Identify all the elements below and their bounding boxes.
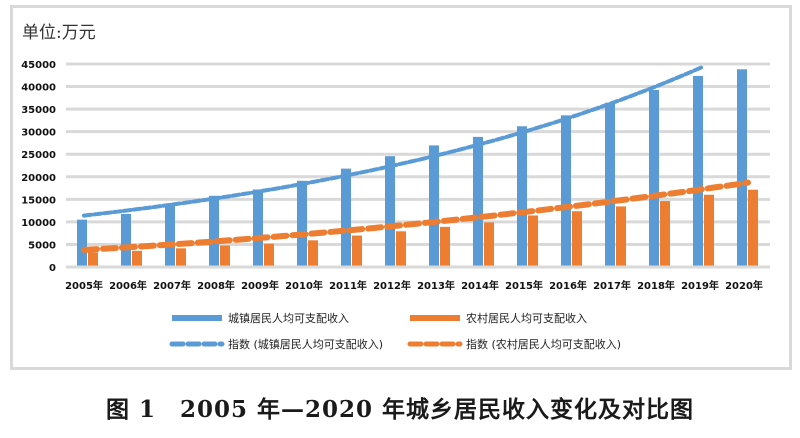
bar-urban <box>77 219 87 267</box>
x-tick-label: 2005年 <box>65 279 103 292</box>
y-tick-label: 35000 <box>21 105 56 116</box>
bar-urban <box>429 145 439 267</box>
legend-label-urban: 城镇居民人均可支配收入 <box>228 311 349 325</box>
legend-label-rural: 农村居民人均可支配收入 <box>466 311 587 325</box>
y-tick-label: 25000 <box>21 150 56 161</box>
bar-rural <box>132 250 142 267</box>
bar-urban <box>605 102 615 267</box>
bars <box>77 69 758 268</box>
x-tick-label: 2012年 <box>373 279 411 292</box>
legend-label-rural-trend: 指数 (农村居民人均可支配收入) <box>466 337 621 351</box>
x-tick-label: 2006年 <box>109 279 147 292</box>
y-tick-label: 15000 <box>21 195 56 206</box>
bar-urban <box>737 69 747 268</box>
legend-label-urban-trend: 指数 (城镇居民人均可支配收入) <box>228 337 383 351</box>
bar-rural <box>616 206 626 267</box>
y-tick-label: 45000 <box>21 60 56 71</box>
y-tick-label: 40000 <box>21 83 56 94</box>
x-tick-label: 2014年 <box>461 279 499 292</box>
unit-label: 单位:万元 <box>22 23 96 43</box>
figure-caption: 图 1 2005 年—2020 年城乡居民收入变化及对比图 <box>105 396 695 423</box>
bar-urban <box>649 89 659 267</box>
bar-urban <box>473 136 483 267</box>
x-tick-label: 2020年 <box>725 279 763 292</box>
trendlines <box>81 64 751 253</box>
bar-rural <box>748 189 758 267</box>
bar-urban <box>121 213 131 267</box>
legend: 城镇居民人均可支配收入 农村居民人均可支配收入 指数 (城镇居民人均可支配收入)… <box>169 311 621 351</box>
legend-swatch-urban <box>172 315 222 321</box>
bar-rural <box>396 231 406 267</box>
bar-rural <box>220 245 230 267</box>
bar-rural <box>88 252 98 267</box>
x-tick-label: 2011年 <box>329 279 367 292</box>
bar-urban <box>253 189 263 267</box>
bar-rural <box>352 235 362 267</box>
bar-rural <box>176 248 186 267</box>
legend-swatch-rural <box>410 315 460 321</box>
x-tick-label: 2010年 <box>285 279 323 292</box>
chart-svg: 0 5000 10000 15000 20000 25000 30000 35000 40000… <box>21 60 770 351</box>
x-tick-label: 2015年 <box>505 279 543 292</box>
x-tick-label: 2017年 <box>593 279 631 292</box>
chart-frame <box>10 5 792 370</box>
x-tick-label: 2013年 <box>417 279 455 292</box>
bar-urban <box>693 75 703 267</box>
x-tick-label: 2019年 <box>681 279 719 292</box>
bar-rural <box>484 222 494 267</box>
bar-rural <box>572 211 582 267</box>
trendline-rural <box>81 179 751 253</box>
bar-rural <box>528 215 538 267</box>
x-axis: 2005年 2006年 2007年 2008年 2009年 2010年 2011年 2012年… <box>65 265 770 292</box>
bar-urban <box>209 195 219 267</box>
bar-urban <box>561 115 571 267</box>
y-tick-label: 0 <box>49 263 56 274</box>
y-tick-label: 5000 <box>28 240 56 251</box>
y-tick-label: 30000 <box>21 128 56 139</box>
bar-urban <box>165 204 175 267</box>
x-tick-label: 2009年 <box>241 279 279 292</box>
bar-urban <box>341 168 351 267</box>
x-tick-label: 2018年 <box>637 279 675 292</box>
bar-rural <box>308 240 318 267</box>
bar-rural <box>440 226 450 267</box>
y-tick-label: 20000 <box>21 173 56 184</box>
y-axis: 0 5000 10000 15000 20000 25000 30000 35000 40000… <box>21 60 56 274</box>
bar-rural <box>264 243 274 267</box>
bar-urban <box>385 156 395 267</box>
bar-urban <box>297 180 307 267</box>
y-tick-label: 10000 <box>21 218 56 229</box>
x-tick-label: 2016年 <box>549 279 587 292</box>
trendline-urban <box>82 64 706 218</box>
bar-rural <box>704 194 714 267</box>
bar-urban <box>517 126 527 268</box>
x-tick-label: 2008年 <box>197 279 235 292</box>
bar-rural <box>660 201 670 267</box>
x-tick-label: 2007年 <box>153 279 191 292</box>
